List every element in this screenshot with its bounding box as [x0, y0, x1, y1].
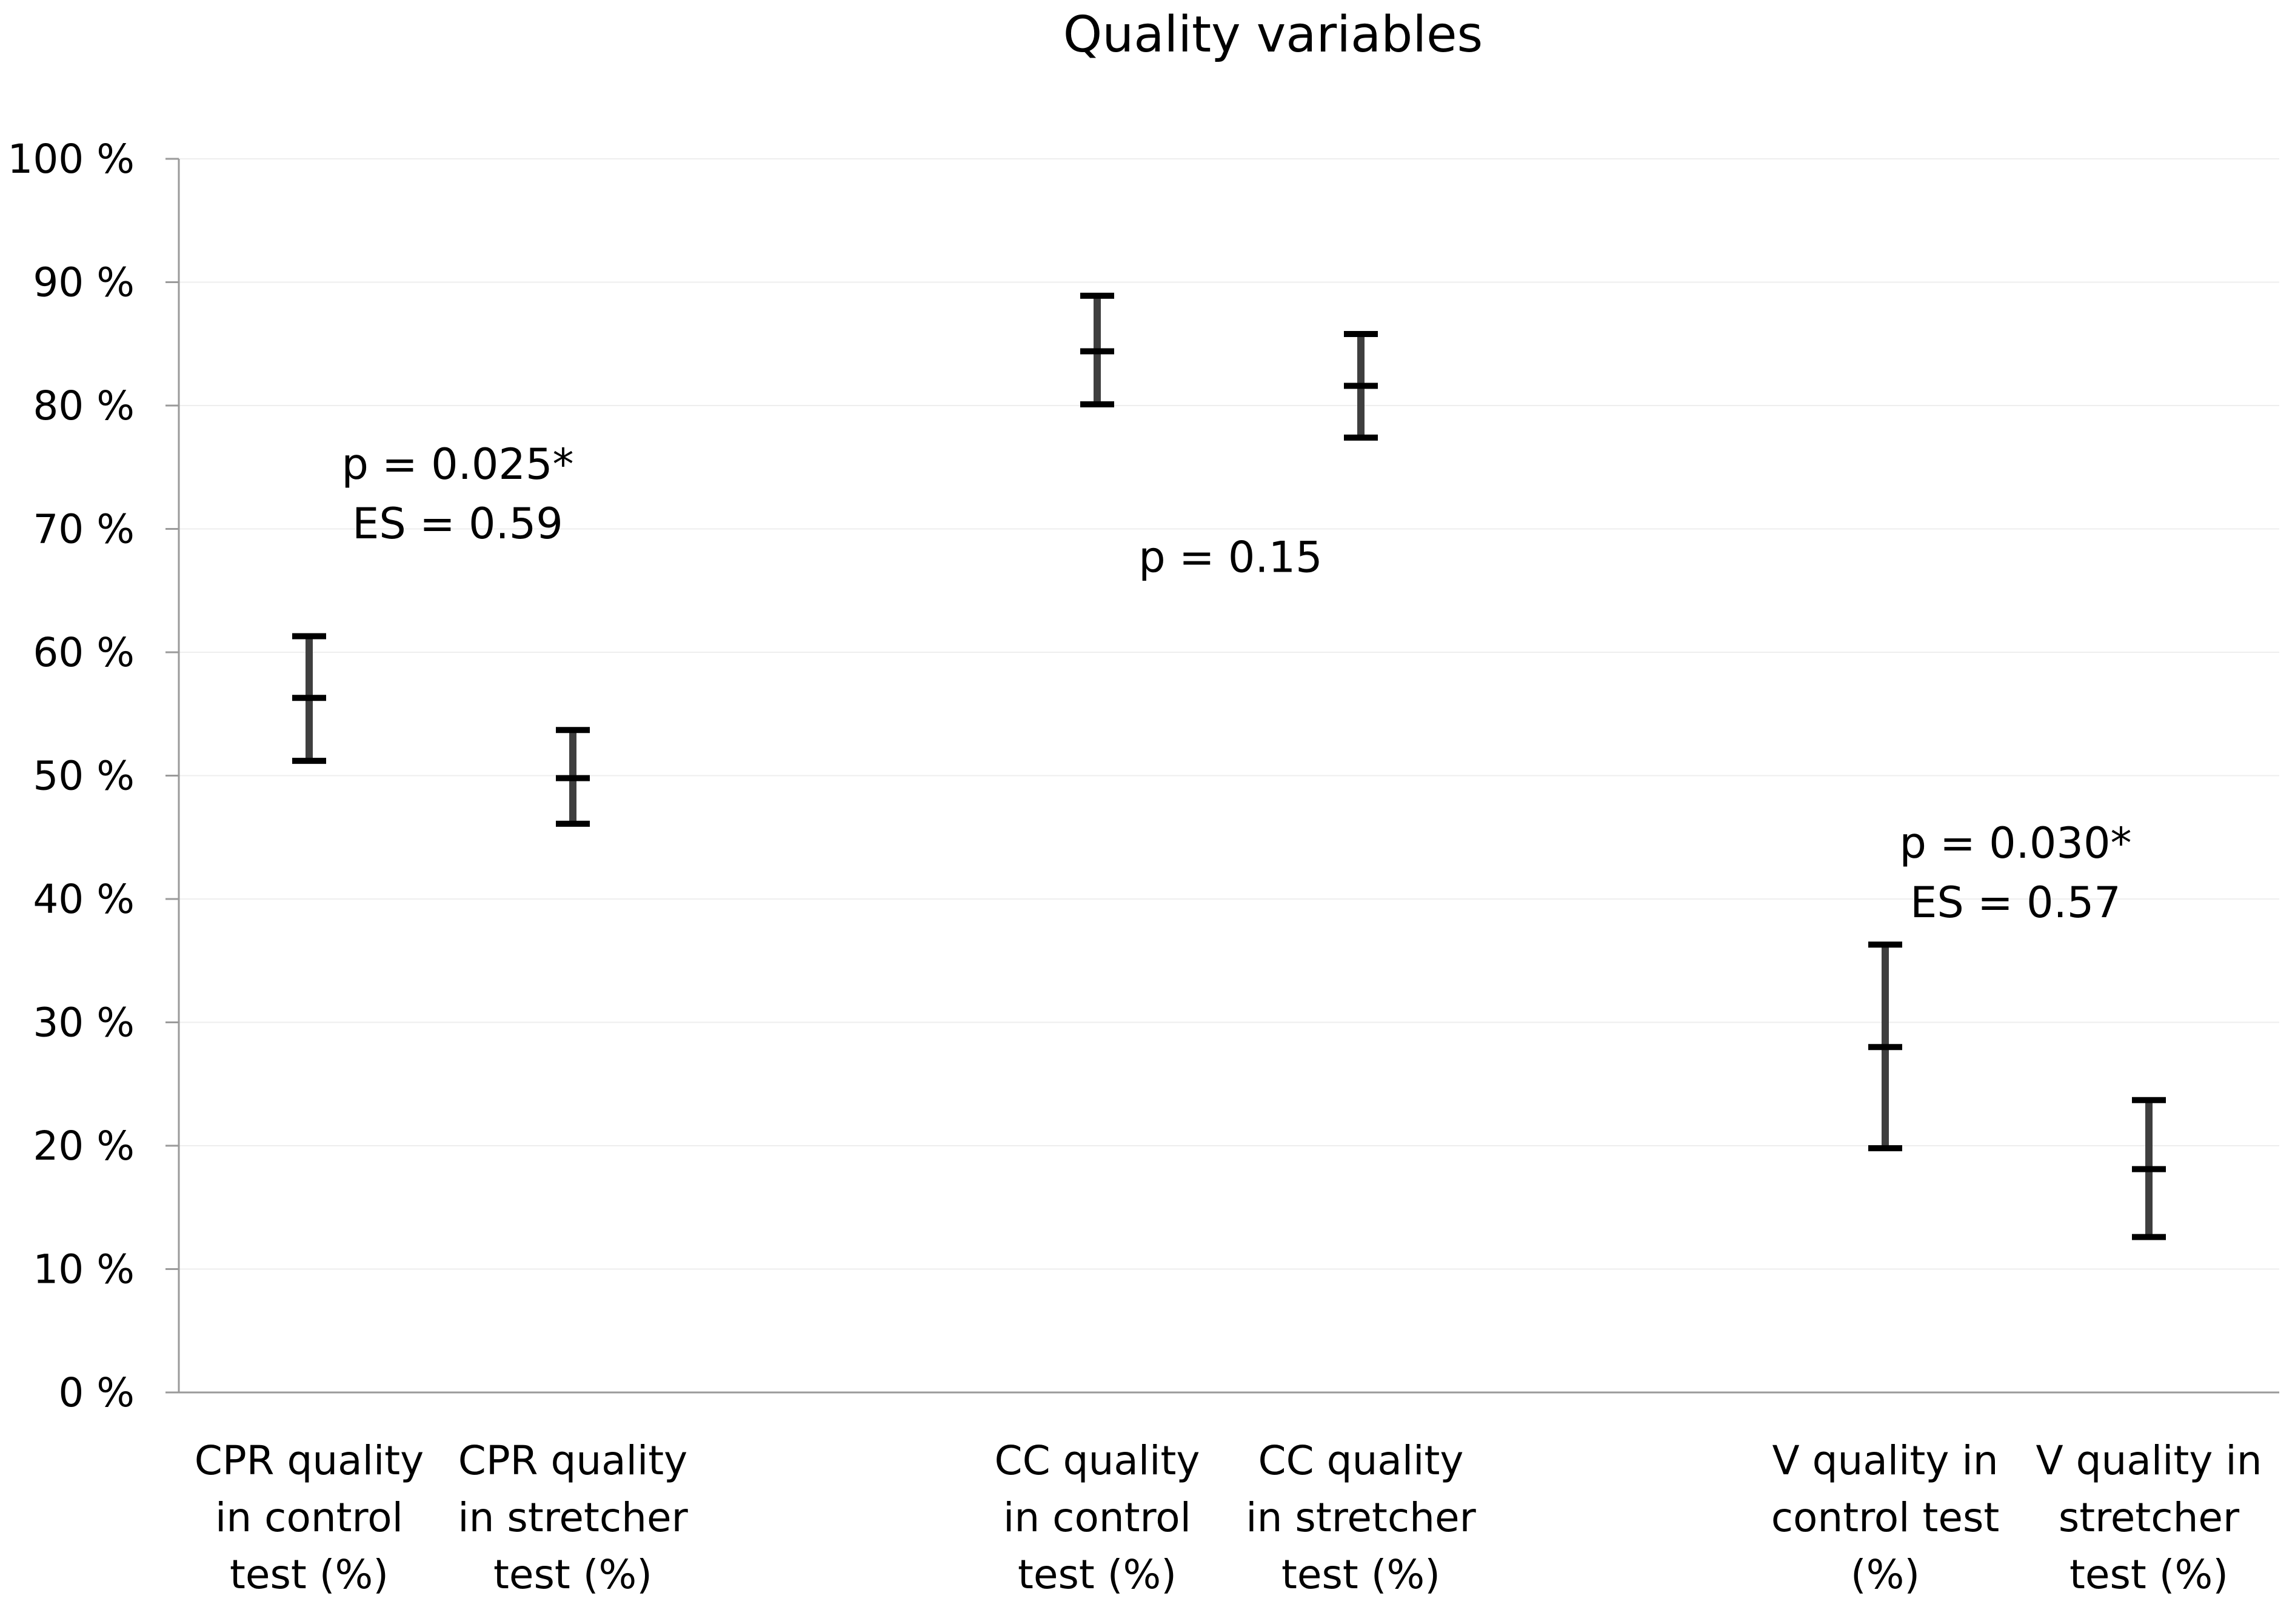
p-value-annotation: p = 0.030* ES = 0.57	[1900, 818, 2132, 927]
axes	[165, 158, 2279, 1394]
error-bar	[1868, 941, 1902, 1152]
error-bar	[1344, 330, 1378, 441]
y-tick-label: 60 %	[33, 629, 135, 676]
category-label: V quality in stretcher test (%)	[2036, 1437, 2262, 1598]
y-tick-label: 100 %	[7, 136, 135, 182]
y-tick-labels: 0 % 10 % 20 % 30 % 40 % 50 % 60 % 70 % 80 % 90 % 1…	[7, 136, 135, 1416]
category-label: V quality in control test (%)	[1771, 1437, 2000, 1598]
p-value-annotation: p = 0.15	[1138, 533, 1322, 583]
error-bars	[292, 292, 2166, 1240]
y-tick-label: 10 %	[33, 1246, 135, 1293]
category-label: CC quality in stretcher test (%)	[1246, 1437, 1476, 1598]
annotations: p = 0.025* ES = 0.59 p = 0.15 p = 0.030* ES …	[342, 439, 2132, 927]
category-label: CC quality in control test (%)	[995, 1437, 1200, 1598]
y-tick-label: 90 %	[33, 259, 135, 306]
chart-title: Quality variables	[1063, 6, 1483, 64]
error-bar	[2132, 1097, 2166, 1240]
category-label: CPR quality in control test (%)	[195, 1437, 424, 1598]
error-bar	[556, 727, 590, 827]
grid-lines	[179, 158, 2279, 1270]
error-bar	[292, 633, 326, 764]
y-tick-label: 80 %	[33, 383, 135, 429]
y-tick-label: 50 %	[33, 753, 135, 800]
y-tick-label: 70 %	[33, 506, 135, 553]
y-tick-label: 20 %	[33, 1123, 135, 1169]
y-tick-label: 40 %	[33, 876, 135, 923]
category-labels: CPR quality in control test (%)CPR quality…	[195, 1437, 2262, 1598]
p-value-annotation: p = 0.025* ES = 0.59	[342, 439, 574, 549]
y-tick-label: 0 %	[58, 1369, 135, 1416]
category-label: CPR quality in stretcher test (%)	[458, 1437, 688, 1598]
y-tick-label: 30 %	[33, 1000, 135, 1046]
error-bar	[1080, 292, 1114, 407]
